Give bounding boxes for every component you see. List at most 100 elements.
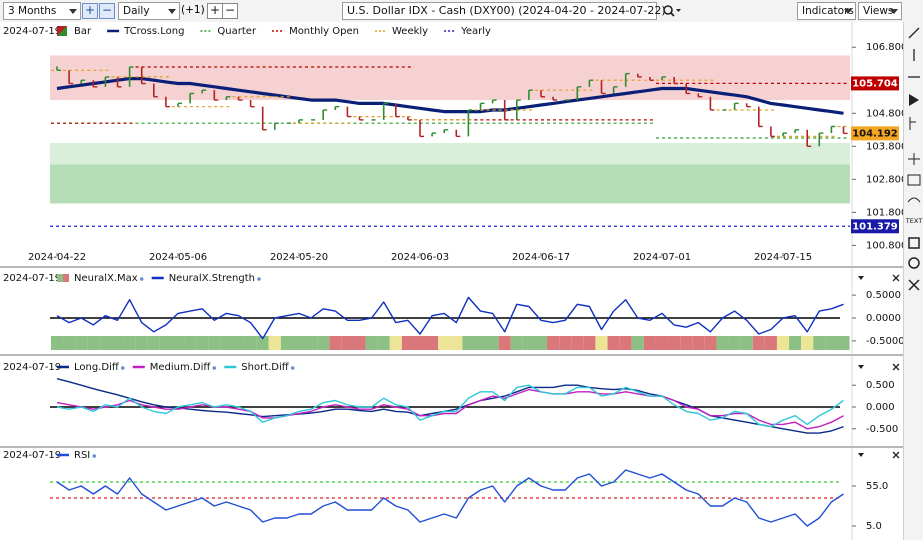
interval-select[interactable]: Daily [118,2,180,20]
y-tick-label: 104.800 [866,108,903,119]
offset-minus[interactable]: − [222,3,238,19]
offset-plus[interactable]: + [207,3,223,19]
views-text: Views [863,5,894,17]
price-bar [419,119,424,138]
panel-close-icon[interactable] [892,363,900,371]
legend-dot [212,366,217,370]
price-bar [334,105,340,110]
heat-cell [655,336,669,350]
indicators-text: Indicators [802,5,854,17]
panel-background [0,448,903,540]
price-bar [709,96,715,111]
heat-cell [232,336,245,350]
tool-cross[interactable] [908,153,920,165]
heat-cell [389,336,402,350]
x-tick-label: 2024-04-22 [28,252,86,263]
price-bar [600,80,606,95]
zoom-in-button[interactable]: + [82,3,98,19]
panel-menu-icon[interactable] [858,365,864,369]
interval-text: Daily [123,5,150,17]
legend-label: Medium.Diff [150,362,212,373]
price-bar [649,76,654,81]
series-line [56,296,844,340]
legend-label: Yearly [460,26,491,37]
price-bar [842,126,848,135]
heat-cell [728,336,741,350]
heat-cell [426,336,439,350]
x-tick-label: 2024-06-03 [391,252,449,263]
price-bar [745,103,751,108]
heat-cell [801,336,814,350]
zoom-out-button[interactable]: − [99,3,115,19]
zone [50,143,850,165]
panel-menu-icon[interactable] [858,453,864,457]
x-tick-label: 2024-05-20 [270,252,328,263]
cursor-date: 2024-07-19 [3,273,61,284]
heat-cell [547,336,560,350]
chart: 100.800 101.800 102.800 103.800 104.800 106.8… [0,22,903,540]
panel-menu-icon[interactable] [858,276,864,280]
price-bar [322,109,328,120]
value-box-label: 105.704 [852,78,898,89]
price-bar [806,129,812,148]
price-bar [92,80,98,88]
price-bar [612,86,618,94]
price-bar [261,106,267,131]
heat-cell [171,336,185,350]
price-bar [68,70,74,85]
legend-icon [57,26,67,36]
price-bar [189,92,195,104]
price-bar [140,67,146,85]
heat-cell [692,336,705,350]
heat-cell [135,336,148,350]
tool-icons: TEXT [905,27,922,291]
price-bar [479,102,485,110]
value-box [851,76,899,91]
price-bar [443,129,449,134]
heat-cell [583,336,596,350]
tool-rect[interactable] [907,174,921,186]
search-icon[interactable] [662,4,682,18]
price-bar [249,100,255,108]
price-bar [552,96,558,101]
heat-cell [510,336,523,350]
legend-label: RSI [74,450,90,461]
price-bar [794,129,800,134]
heat-cell [595,336,608,350]
cursor-date: 2024-07-19 [3,450,61,461]
tool-arrow[interactable] [909,94,919,106]
heat-cell [776,336,790,350]
heat-cell [740,336,753,350]
tool-line[interactable] [908,27,920,39]
price-bar [624,72,630,87]
y-tick-label: 101.800 [866,207,903,218]
heat-cell [244,336,257,350]
indicators-button[interactable]: Indicators [797,2,856,20]
views-button[interactable]: Views [858,2,902,20]
tool-text[interactable]: TEXT [905,217,922,225]
tool-circle[interactable] [908,257,920,269]
price-bar [165,96,170,108]
legend-icon [57,274,63,282]
tool-fib[interactable] [909,117,916,130]
tool-delete[interactable] [908,279,920,291]
price-bar [225,96,231,101]
symbol-box[interactable]: U.S. Dollar IDX - Cash (DXY00) (2024-04-… [342,2,666,20]
price-bar [273,122,279,130]
tool-curve[interactable] [907,197,921,203]
panel-close-icon[interactable] [892,274,900,282]
period-select[interactable]: 3 Months [3,2,81,20]
zone [50,164,850,204]
price-bar [56,66,61,72]
legend-dot [290,366,295,370]
tool-box[interactable] [908,237,920,249]
heat-cell [208,336,221,350]
price-bar [661,76,666,81]
legend-background [0,448,430,462]
y-tick-label: 0.000 [866,402,895,413]
price-bar [358,116,364,121]
panel-close-icon[interactable] [892,451,900,459]
heat-cell [353,336,366,350]
tool-column: TEXT [903,22,923,540]
